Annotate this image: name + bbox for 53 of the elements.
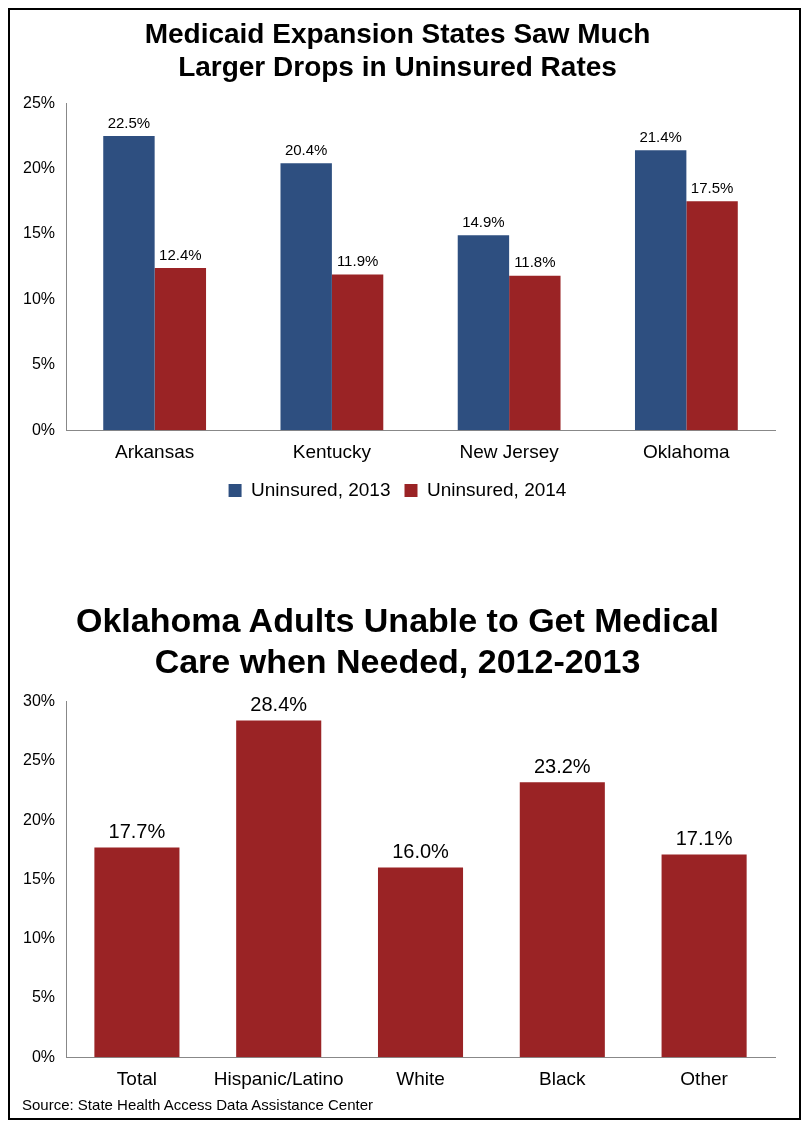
text: 20.4% [284,141,328,159]
x-tick-label: White [396,1067,445,1089]
y-tick-label: 5% [31,355,56,373]
y-tick-label: 25% [22,93,56,111]
y-tick-label: 10% [22,929,56,947]
y-tick-label: 15% [22,224,56,242]
x-tick-label: Total [116,1067,157,1089]
y-tick-label: 20% [22,810,56,828]
legend-label: Uninsured, 2013 [251,478,391,500]
bar [377,867,464,1058]
x-tick-label: Arkansas [115,440,195,462]
text: 14.9% [462,212,505,230]
text: 22.5% [107,113,151,131]
bar [103,135,155,431]
y-tick-label: 15% [22,869,56,887]
legend-label: Uninsured, 2014 [427,478,567,500]
bar [519,782,605,1058]
y-tick-label: 25% [22,751,56,769]
chart-title: Oklahoma Adults Unable to Get Medical Care when Needed, 2012-2013 [76,600,719,680]
y-tick-label: 10% [22,289,56,307]
bar [280,163,332,431]
source-note: Source: State Health Access Data Assistance Center [22,1096,374,1113]
y-tick-label: 20% [22,159,56,177]
y-tick-label: 0% [31,1047,56,1065]
bar [509,275,561,431]
x-tick-label: New Jersey [459,440,560,462]
bar [661,854,747,1058]
text: 12.4% [159,245,202,263]
x-tick-label: Kentucky [292,440,372,462]
bar [154,268,207,431]
x-tick-label: Other [680,1067,729,1089]
y-tick-label: 0% [31,420,56,438]
text: 17.1% [675,827,733,850]
text: 17.5% [690,178,734,196]
text: 16.0% [392,840,449,863]
bar [331,274,384,431]
x-tick-label: Hispanic/Latino [213,1067,344,1089]
bar [457,235,510,431]
bar [94,847,180,1058]
text: 11.8% [514,253,556,271]
text: 28.4% [250,693,308,716]
x-tick-label: Black [539,1067,587,1089]
bar [634,150,687,431]
y-tick-label: 5% [31,988,56,1006]
text: 11.9% [336,252,379,270]
y-tick-label: 30% [22,692,56,710]
chart-title: Medicaid Expansion States Saw Much Larger Drops in Uninsured Rates [144,17,651,83]
text: 23.2% [533,754,591,777]
bar [236,720,322,1058]
x-tick-label: Oklahoma [643,440,731,462]
text: 21.4% [639,127,682,145]
bar [686,201,738,431]
text: 17.7% [108,819,166,842]
